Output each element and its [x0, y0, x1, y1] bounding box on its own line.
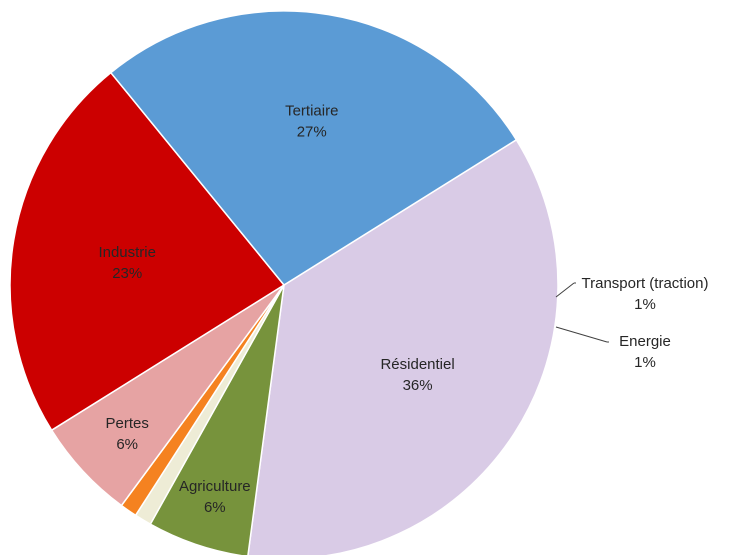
slice-label-pertes: Pertes: [106, 415, 149, 432]
slice-percent-tertiaire: 27%: [297, 123, 327, 140]
slice-label-residentiel: Résidentiel: [380, 356, 454, 373]
slice-percent-transport-traction: 1%: [634, 296, 656, 313]
pie-labels: Résidentiel 36% Agriculture 6% Transport (tr…: [98, 102, 708, 516]
leader-line-transport-traction: [555, 282, 575, 298]
slice-label-transport-traction: Transport (traction): [582, 275, 709, 292]
slice-percent-agriculture: 6%: [204, 499, 226, 516]
slice-label-tertiaire: Tertiaire: [285, 102, 338, 119]
slice-percent-energie: 1%: [634, 354, 656, 371]
slice-percent-pertes: 6%: [116, 436, 138, 453]
leader-line-energie: [555, 326, 608, 343]
slice-label-agriculture: Agriculture: [179, 478, 251, 495]
pie-slice-industrie: [9, 71, 286, 432]
slice-label-industrie: Industrie: [98, 244, 156, 261]
leader-lines: [555, 282, 609, 343]
pie-slices: [9, 10, 559, 555]
slice-percent-industrie: 23%: [112, 265, 142, 282]
slice-percent-residentiel: 36%: [403, 377, 433, 394]
pie-slice-tertiaire: [109, 10, 518, 286]
slice-label-energie: Energie: [619, 333, 671, 350]
